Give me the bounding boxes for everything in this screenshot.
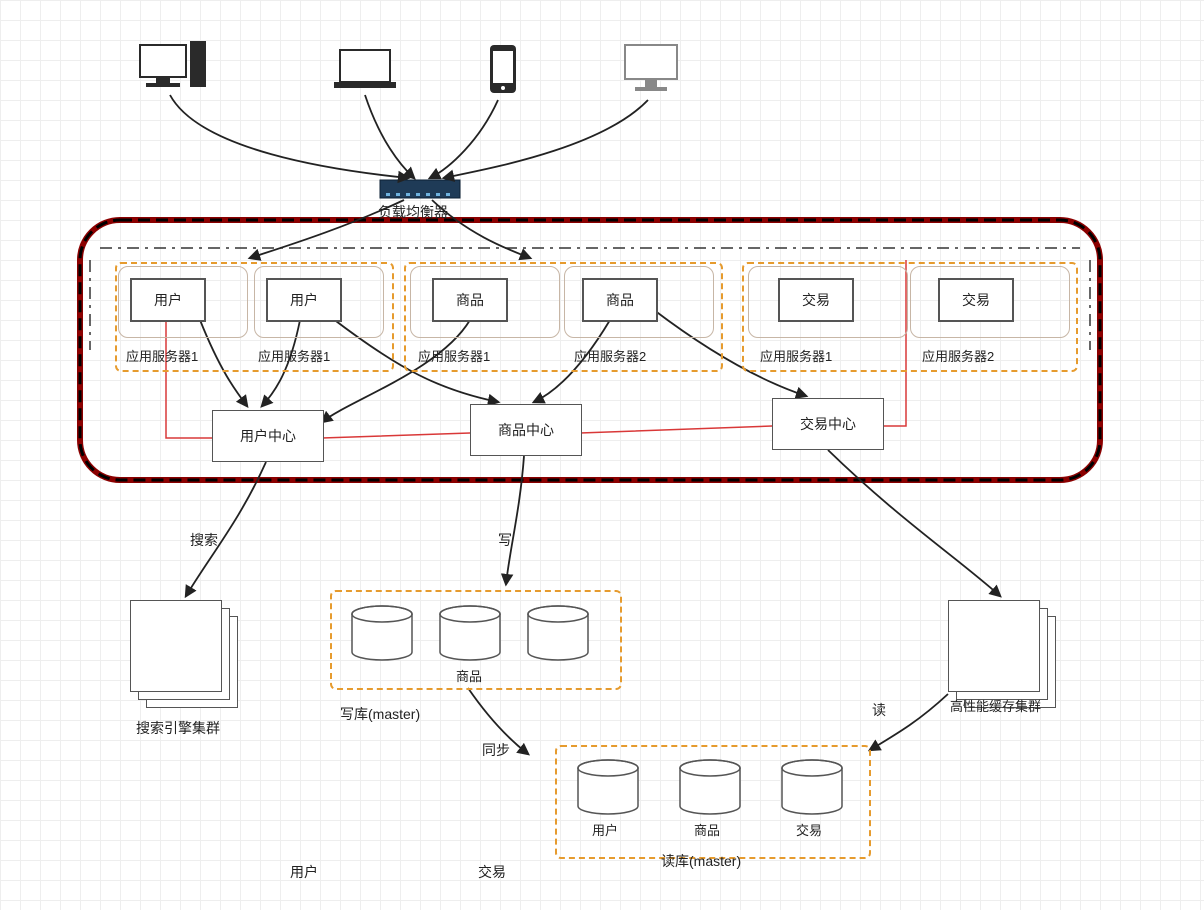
- write-db-inner-label: 商品: [456, 666, 482, 685]
- app-server-box: 商品: [582, 278, 658, 322]
- app-server-box: 商品: [432, 278, 508, 322]
- app-server-box: 交易: [938, 278, 1014, 322]
- flow-label: 交易: [478, 862, 506, 882]
- app-server-caption: 应用服务器2: [574, 346, 646, 365]
- read-db-label: 用户: [592, 820, 618, 839]
- read-db-label: 交易: [796, 820, 822, 839]
- app-server-box: 交易: [778, 278, 854, 322]
- flow-label: 搜索: [190, 530, 218, 550]
- app-server-caption: 应用服务器2: [922, 346, 994, 365]
- cluster-stack: [948, 600, 1058, 710]
- diagram-canvas: 负载均衡器用户应用服务器1用户应用服务器1商品应用服务器1商品应用服务器2交易应…: [0, 0, 1204, 910]
- flow-label: 写: [498, 530, 512, 550]
- center-box: 交易中心: [772, 398, 884, 450]
- cluster-layer: [948, 600, 1040, 692]
- read-db-group: [555, 745, 871, 859]
- cluster-label: 高性能缓存集群: [950, 696, 1041, 715]
- app-server-caption: 应用服务器1: [258, 346, 330, 365]
- app-server-caption: 应用服务器1: [126, 346, 198, 365]
- center-box: 商品中心: [470, 404, 582, 456]
- center-box: 用户中心: [212, 410, 324, 462]
- read-db-label: 商品: [694, 820, 720, 839]
- flow-label: 用户: [290, 862, 318, 882]
- app-server-box: 用户: [130, 278, 206, 322]
- load-balancer-label: 负载均衡器: [378, 202, 448, 222]
- cluster-label: 搜索引擎集群: [136, 718, 220, 738]
- flow-label: 同步: [482, 740, 510, 760]
- app-server-box: 用户: [266, 278, 342, 322]
- cluster-stack: [130, 600, 240, 710]
- flow-label: 读: [872, 700, 886, 720]
- app-server-caption: 应用服务器1: [760, 346, 832, 365]
- cluster-layer: [130, 600, 222, 692]
- app-server-caption: 应用服务器1: [418, 346, 490, 365]
- read-db-caption: 读库(master): [661, 851, 741, 871]
- write-db-caption: 写库(master): [340, 704, 420, 724]
